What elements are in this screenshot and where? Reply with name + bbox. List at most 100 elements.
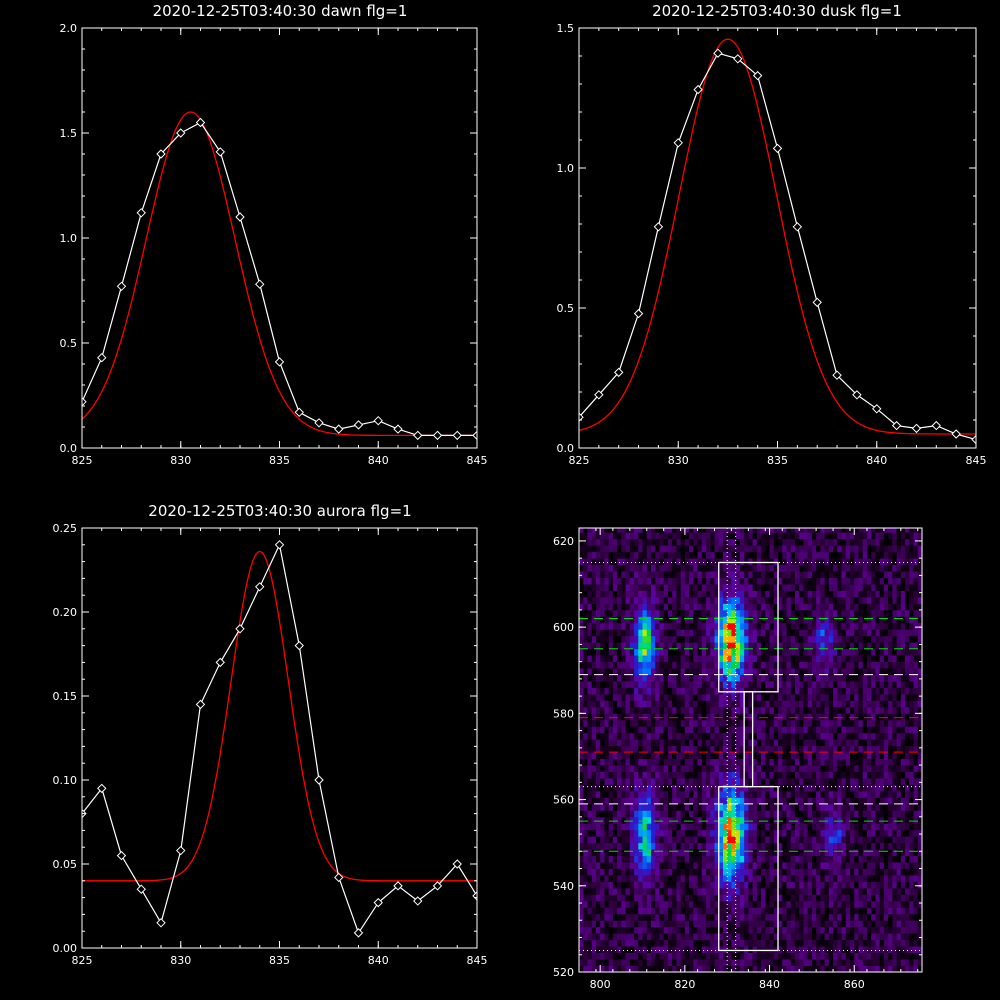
- heatmap-cell: [824, 648, 830, 656]
- heatmap-cell: [642, 868, 648, 876]
- heatmap-cell: [655, 661, 660, 669]
- heatmap-cell: [583, 913, 588, 921]
- heatmap-cell: [888, 784, 893, 792]
- heatmap-cell: [748, 939, 754, 947]
- heatmap-cell: [888, 803, 893, 811]
- heatmap-cell: [710, 920, 715, 928]
- heatmap-cell: [850, 900, 855, 908]
- heatmap-cell: [748, 855, 754, 863]
- heatmap-cell: [684, 648, 690, 656]
- heatmap-cell: [697, 732, 703, 740]
- heatmap-cell: [655, 693, 660, 701]
- heatmap-cell: [905, 732, 910, 740]
- heatmap-cell: [650, 726, 656, 734]
- heatmap-cell: [697, 706, 703, 714]
- heatmap-cell: [583, 616, 588, 624]
- heatmap-cell: [727, 920, 732, 928]
- heatmap-cell: [828, 700, 834, 708]
- heatmap-cell: [667, 862, 673, 869]
- heatmap-cell: [862, 752, 868, 760]
- heatmap-cell: [828, 946, 834, 954]
- heatmap-cell: [625, 797, 631, 805]
- heatmap-cell: [871, 765, 876, 772]
- heatmap-cell: [794, 946, 800, 954]
- heatmap-cell: [608, 784, 614, 792]
- heatmap-cell: [778, 726, 783, 734]
- heatmap-cell: [761, 875, 766, 882]
- heatmap-cell: [579, 829, 584, 837]
- data-point-aurora: [334, 872, 344, 883]
- heatmap-cell: [684, 907, 690, 915]
- heatmap-cell: [765, 939, 770, 947]
- heatmap-cell: [892, 771, 897, 779]
- heatmap-cell: [888, 939, 893, 947]
- heatmap-cell: [739, 952, 745, 960]
- heatmap-cell: [735, 946, 741, 954]
- heatmap-cell: [650, 823, 656, 831]
- y-tick-label-dawn: 1.0: [60, 232, 78, 245]
- heatmap-cell: [752, 855, 758, 863]
- heatmap-cell: [803, 713, 809, 721]
- heatmap-cell: [824, 952, 830, 960]
- heatmap-cell: [892, 609, 897, 617]
- heatmap-cell: [778, 784, 783, 792]
- heatmap-cell: [591, 926, 597, 934]
- heatmap-cell: [722, 803, 728, 811]
- heatmap-cell: [625, 868, 631, 876]
- heatmap-cell: [604, 842, 610, 850]
- heatmap-cell: [858, 836, 864, 844]
- heatmap-cell: [650, 790, 656, 798]
- heatmap-cell: [828, 758, 834, 766]
- heatmap-cell: [883, 810, 889, 818]
- heatmap-cell: [833, 946, 838, 954]
- heatmap-cell: [722, 965, 728, 972]
- heatmap-cell: [608, 674, 614, 682]
- heatmap-cell: [646, 855, 652, 863]
- heatmap-cell: [773, 881, 779, 889]
- heatmap-cell: [608, 907, 614, 915]
- heatmap-cell: [752, 900, 758, 908]
- heatmap-cell: [824, 655, 830, 663]
- heatmap-cell: [866, 862, 872, 869]
- heatmap-cell: [833, 887, 838, 895]
- heatmap-cell: [604, 829, 610, 837]
- heatmap-cell: [850, 622, 855, 630]
- heatmap-cell: [604, 603, 610, 611]
- heatmap-cell: [693, 887, 698, 895]
- heatmap-cell: [646, 913, 652, 921]
- heatmap-cell: [583, 655, 588, 663]
- heatmap-cell: [752, 700, 758, 708]
- heatmap-cell: [697, 887, 703, 895]
- heatmap-cell: [909, 894, 914, 902]
- heatmap-cell: [752, 862, 758, 869]
- heatmap-cell: [600, 700, 605, 708]
- heatmap-cell: [824, 907, 830, 915]
- heatmap-cell: [888, 900, 893, 908]
- heatmap-cell: [722, 609, 728, 617]
- heatmap-cell: [761, 913, 766, 921]
- heatmap-cell: [875, 706, 881, 714]
- heatmap-cell: [858, 920, 864, 928]
- heatmap-cell: [663, 907, 669, 915]
- heatmap-cell: [820, 778, 825, 785]
- heatmap-cell: [858, 842, 864, 850]
- heatmap-cell: [850, 790, 855, 798]
- heatmap-cell: [905, 681, 910, 688]
- heatmap-cell: [731, 946, 737, 954]
- heatmap-cell: [587, 842, 593, 850]
- heatmap-cell: [850, 926, 855, 934]
- heatmap-cell: [837, 648, 842, 656]
- heatmap-cell: [811, 681, 817, 688]
- heatmap-cell: [845, 668, 851, 675]
- heatmap-cell: [913, 836, 919, 844]
- heatmap-cell: [786, 913, 792, 921]
- heatmap-cell: [722, 745, 728, 753]
- heatmap-cell: [731, 622, 737, 630]
- heatmap-cell: [634, 803, 639, 811]
- heatmap-cell: [854, 803, 859, 811]
- heatmap-cell: [773, 681, 779, 688]
- heatmap-cell: [625, 913, 631, 921]
- heatmap-cell: [879, 900, 885, 908]
- heatmap-cell: [591, 797, 597, 805]
- heatmap-cell: [913, 778, 919, 785]
